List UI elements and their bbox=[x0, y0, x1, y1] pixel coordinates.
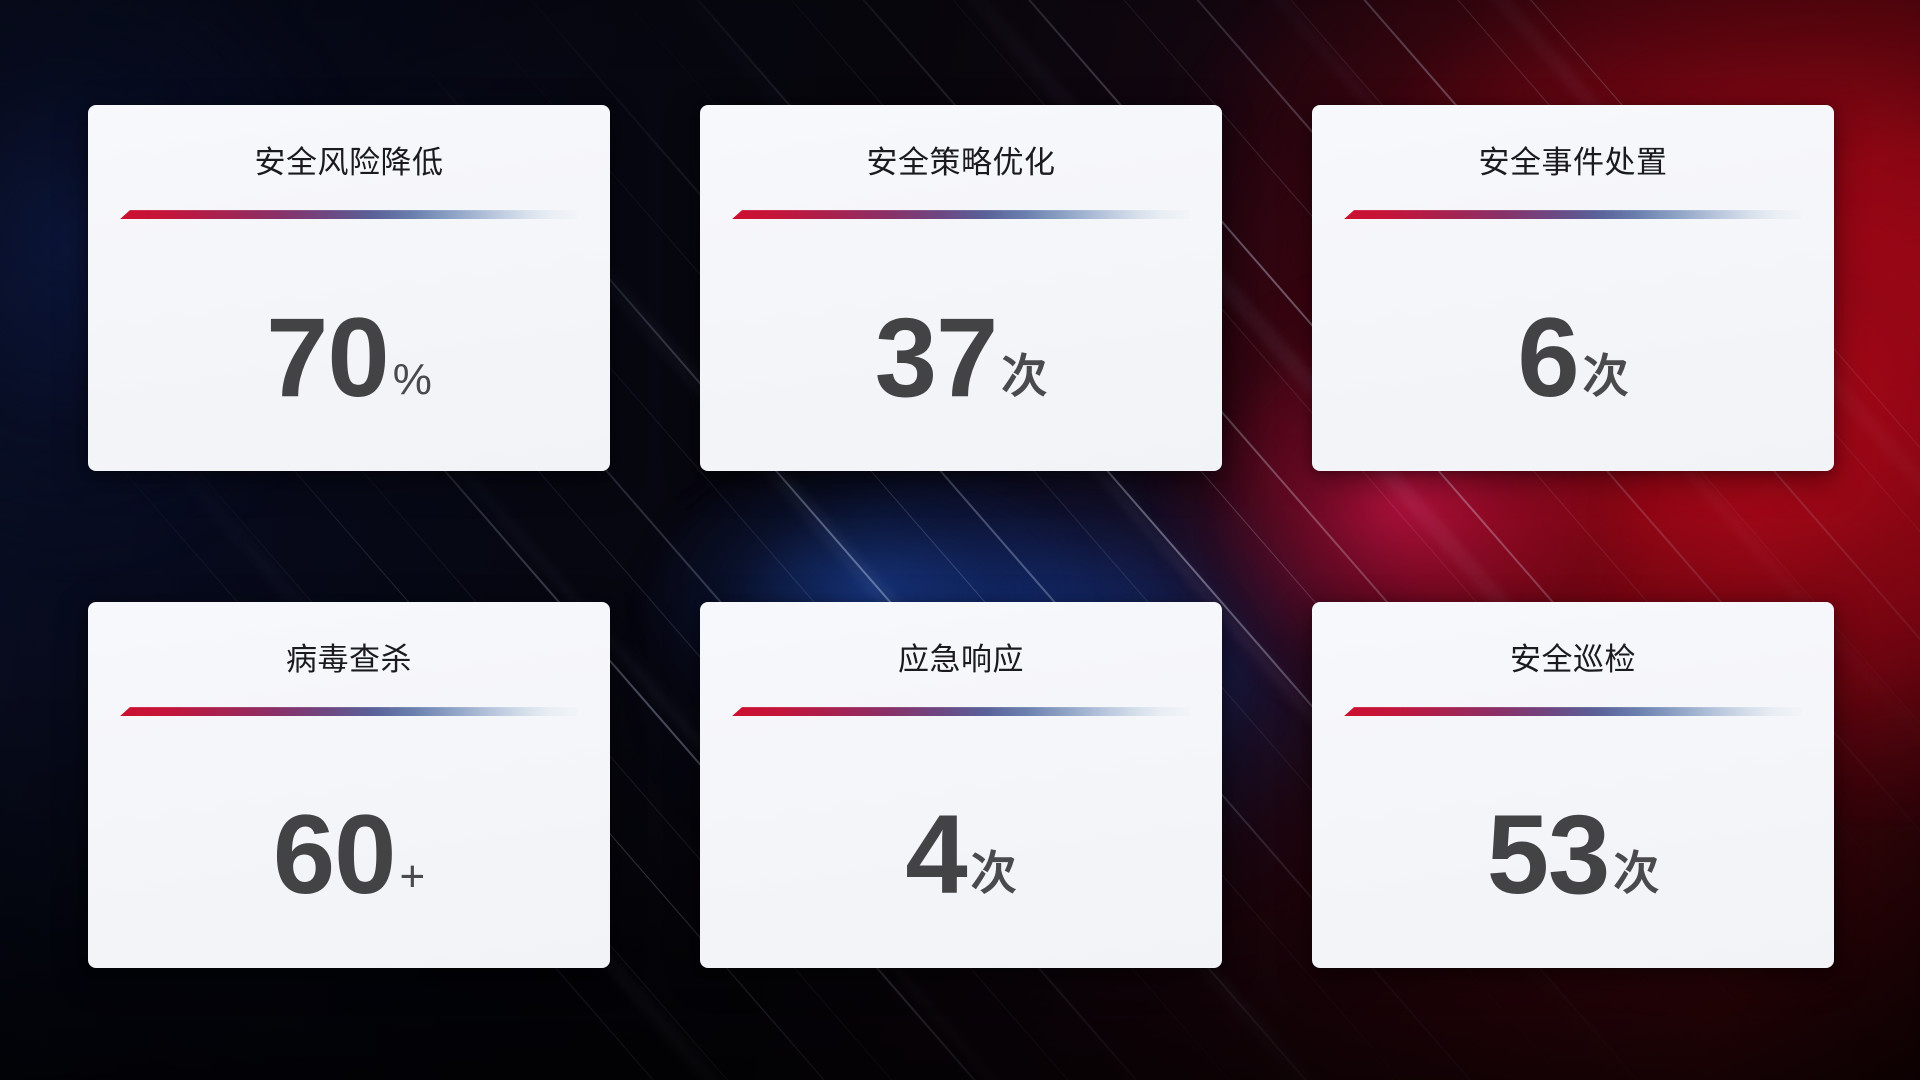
stat-value-row: 60 + bbox=[272, 791, 426, 917]
stat-value-row: 6 次 bbox=[1517, 294, 1629, 420]
accent-divider bbox=[732, 707, 1190, 717]
accent-divider-bar bbox=[732, 707, 1190, 717]
stat-value-suffix: 次 bbox=[970, 846, 1017, 899]
accent-divider bbox=[120, 707, 578, 717]
accent-divider bbox=[120, 210, 578, 220]
accent-divider bbox=[1344, 210, 1802, 220]
accent-divider bbox=[732, 210, 1190, 220]
stat-card-security-incident-handling[interactable]: 安全事件处置 6 次 bbox=[1312, 105, 1834, 471]
stat-value-row: 4 次 bbox=[905, 791, 1017, 917]
stat-value: 4 bbox=[905, 791, 967, 917]
stat-card-virus-scanning[interactable]: 病毒查杀 60 + bbox=[88, 602, 610, 968]
stat-value-suffix: 次 bbox=[1582, 349, 1629, 402]
accent-divider-bar bbox=[732, 210, 1190, 220]
stat-value: 37 bbox=[874, 294, 999, 420]
stat-card-title: 安全风险降低 bbox=[254, 145, 444, 180]
accent-divider-bar bbox=[1344, 707, 1802, 717]
stat-card-title: 安全巡检 bbox=[1510, 642, 1636, 677]
stat-card-title: 病毒查杀 bbox=[286, 642, 412, 677]
stat-card-security-risk-reduction[interactable]: 安全风险降低 70 % bbox=[88, 105, 610, 471]
stat-card-security-inspection[interactable]: 安全巡检 53 次 bbox=[1312, 602, 1834, 968]
accent-divider-bar bbox=[120, 210, 578, 220]
stat-value-suffix: 次 bbox=[1613, 846, 1660, 899]
stat-card-title: 应急响应 bbox=[898, 642, 1024, 677]
stat-value-suffix: % bbox=[392, 354, 432, 404]
stat-card-title: 安全事件处置 bbox=[1478, 145, 1668, 180]
stat-value-suffix: + bbox=[399, 851, 426, 901]
stat-value: 70 bbox=[266, 294, 390, 420]
stat-card-title: 安全策略优化 bbox=[866, 145, 1056, 180]
accent-divider-bar bbox=[120, 707, 578, 717]
stat-value-row: 53 次 bbox=[1486, 791, 1660, 917]
stat-value-row: 70 % bbox=[266, 294, 432, 420]
stat-value-suffix: 次 bbox=[1001, 349, 1048, 402]
stat-value-row: 37 次 bbox=[874, 294, 1048, 420]
stat-card-security-policy-optimization[interactable]: 安全策略优化 37 次 bbox=[700, 105, 1222, 471]
stat-value: 6 bbox=[1517, 294, 1579, 420]
stats-card-grid: 安全风险降低 70 % 安全策略优化 37 次 安全事件处置 bbox=[88, 105, 1834, 968]
stat-card-emergency-response[interactable]: 应急响应 4 次 bbox=[700, 602, 1222, 968]
stat-value: 53 bbox=[1486, 791, 1611, 917]
accent-divider-bar bbox=[1344, 210, 1802, 220]
stat-value: 60 bbox=[272, 791, 397, 917]
accent-divider bbox=[1344, 707, 1802, 717]
